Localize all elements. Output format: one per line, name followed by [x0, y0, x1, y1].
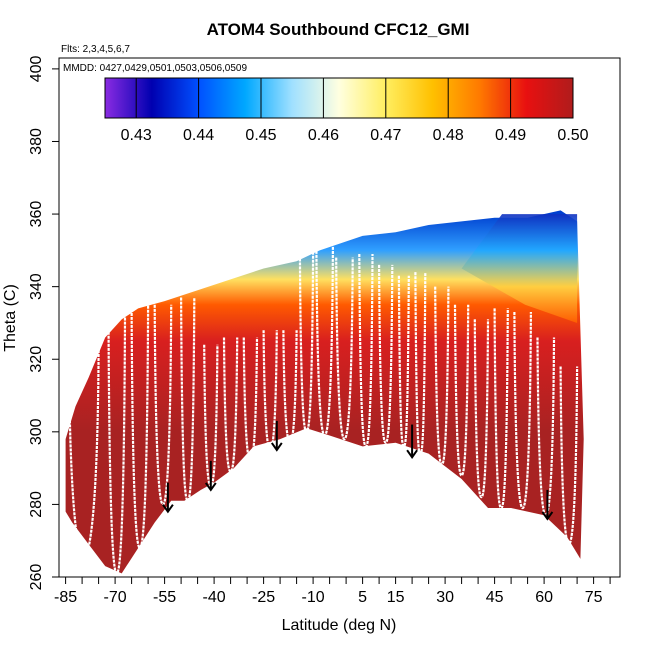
colorbar-tick-label: 0.43 — [121, 127, 152, 144]
mmdd-label: MMDD: 0427,0429,0501,0503,0506,0509 — [63, 63, 247, 74]
profile-arrow-head — [204, 482, 217, 492]
y-tick-label: 300 — [28, 418, 45, 445]
y-tick-label: 380 — [28, 128, 45, 155]
x-tick-label: 30 — [436, 589, 454, 606]
profile-arrow-head — [270, 442, 283, 452]
flight-profile-trace — [513, 312, 532, 510]
profile-arrows — [162, 420, 554, 521]
colorbar-ticks: 0.43 0.44 0.45 0.46 0.47 0.48 0.49 0.50 — [121, 78, 589, 144]
flight-profile-trace — [358, 253, 374, 448]
flight-profile-trace — [473, 319, 490, 499]
profile-arrow-head — [406, 449, 418, 459]
x-axis-label: Latitude (deg N) — [282, 617, 397, 634]
y-axis: 260 280 300 320 340 360 380 400 — [28, 55, 59, 590]
y-axis-label: Theta (C) — [2, 284, 19, 352]
colorbar-gradient — [104, 77, 574, 119]
y-tick-label: 280 — [28, 491, 45, 518]
chart-title: ATOM4 Southbound CFC12_GMI — [207, 20, 470, 39]
x-axis: -85 -70 -55 -40 -25 -10 5 15 30 45 60 75 — [54, 577, 611, 606]
flight-profile-trace — [222, 337, 239, 473]
flight-profile-trace — [414, 272, 427, 455]
flight-profile-trace — [559, 366, 579, 546]
colorbar: 0.43 0.44 0.45 0.46 0.47 0.48 0.49 0.50 — [104, 77, 589, 144]
colorbar-tick-label: 0.44 — [183, 127, 214, 144]
colorbar-tick-label: 0.50 — [557, 127, 588, 144]
flight-profile-trace — [107, 315, 127, 575]
flight-profile-trace — [67, 348, 100, 560]
colorbar-tick-label: 0.48 — [433, 127, 464, 144]
plot-area — [65, 210, 584, 575]
y-tick-label: 400 — [28, 55, 45, 82]
y-tick-label: 340 — [28, 273, 45, 300]
x-tick-label: -10 — [302, 589, 325, 606]
flight-profile-trace — [453, 304, 470, 477]
profile-arrow-head — [162, 504, 174, 514]
x-tick-label: -25 — [252, 589, 275, 606]
x-tick-label: -40 — [203, 589, 226, 606]
flight-profile-trace — [434, 286, 450, 466]
flight-profile-trace — [282, 330, 298, 444]
x-tick-label: 15 — [387, 589, 405, 606]
colorbar-tick-label: 0.45 — [245, 127, 276, 144]
colorbar-tick-label: 0.47 — [370, 127, 401, 144]
flight-profile-trace — [397, 275, 410, 448]
x-tick-label: 5 — [358, 589, 367, 606]
x-tick-label: 45 — [486, 589, 504, 606]
flight-profile-trace — [262, 330, 278, 452]
flight-profile-trace — [298, 250, 315, 433]
x-tick-label: -55 — [153, 589, 176, 606]
flight-profile-trace — [493, 308, 509, 510]
profile-arrow-head — [541, 511, 554, 521]
flight-profile-trace — [315, 246, 334, 437]
colorbar-tick-label: 0.46 — [308, 127, 339, 144]
x-tick-label: 75 — [585, 589, 603, 606]
flight-profile-trace — [378, 264, 394, 444]
high-latitude-low-value-feature — [461, 214, 578, 323]
x-tick-label: -70 — [104, 589, 127, 606]
x-tick-label: 60 — [535, 589, 553, 606]
colorbar-tick-label: 0.49 — [495, 127, 526, 144]
x-tick-label: -85 — [54, 589, 77, 606]
plot-frame — [58, 57, 621, 578]
flight-profile-trace — [153, 304, 173, 506]
flight-profile-trace — [242, 337, 259, 462]
y-tick-label: 320 — [28, 346, 45, 373]
flight-profile-trace — [335, 257, 354, 441]
flights-label: Flts: 2,3,4,5,6,7 — [61, 44, 130, 55]
y-tick-label: 360 — [28, 201, 45, 228]
y-tick-label: 260 — [28, 564, 45, 591]
